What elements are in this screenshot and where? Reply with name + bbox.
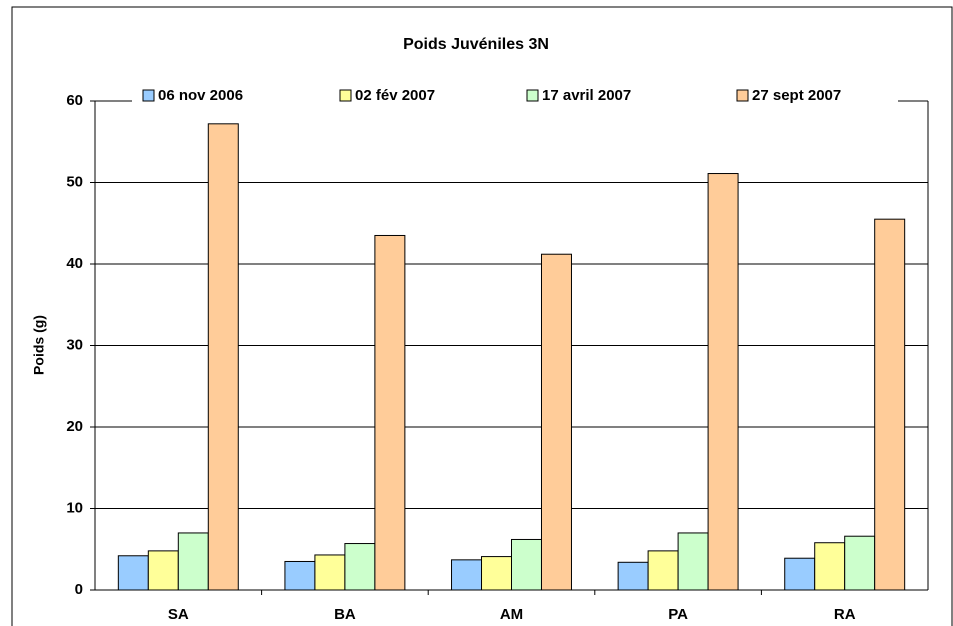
bar (511, 538, 542, 591)
y-axis-label: Poids (g) (31, 315, 47, 375)
legend-swatch (526, 89, 539, 102)
bar (374, 234, 406, 591)
legend-swatch (142, 89, 155, 102)
bar (451, 559, 483, 591)
bar (617, 561, 649, 591)
bar (314, 554, 346, 591)
legend-box (132, 82, 898, 110)
legend-label: 27 sept 2007 (752, 87, 841, 104)
legend-label: 17 avril 2007 (542, 87, 631, 104)
x-tick-label: PA (668, 606, 688, 623)
bar (481, 556, 512, 591)
bar (784, 557, 816, 591)
legend-swatch (339, 89, 352, 102)
bar (540, 253, 572, 591)
bar (874, 218, 906, 591)
bar (677, 532, 709, 591)
y-tick-label: 50 (66, 173, 83, 190)
legend-label: 02 fév 2007 (355, 87, 435, 104)
bar (207, 123, 239, 591)
bar (344, 543, 376, 591)
bar (647, 550, 679, 591)
y-tick-label: 10 (66, 499, 83, 516)
y-tick-label: 0 (75, 581, 83, 598)
legend-label: 06 nov 2006 (158, 87, 243, 104)
bar (814, 542, 846, 591)
chart-title: Poids Juvéniles 3N (403, 36, 549, 53)
y-tick-label: 40 (66, 255, 83, 272)
x-tick-label: SA (168, 606, 189, 623)
bar (177, 532, 209, 591)
x-tick-label: BA (334, 606, 356, 623)
bar (284, 560, 316, 591)
y-tick-label: 20 (66, 418, 83, 435)
x-tick-label: AM (500, 606, 523, 623)
y-tick-label: 30 (66, 336, 83, 353)
x-tick-label: RA (834, 606, 856, 623)
bar (707, 173, 739, 591)
y-tick-label: 60 (66, 92, 83, 109)
legend-swatch (736, 89, 749, 102)
bar (117, 555, 149, 591)
chart-border (11, 6, 953, 626)
bar (844, 535, 876, 591)
bar (147, 550, 179, 591)
